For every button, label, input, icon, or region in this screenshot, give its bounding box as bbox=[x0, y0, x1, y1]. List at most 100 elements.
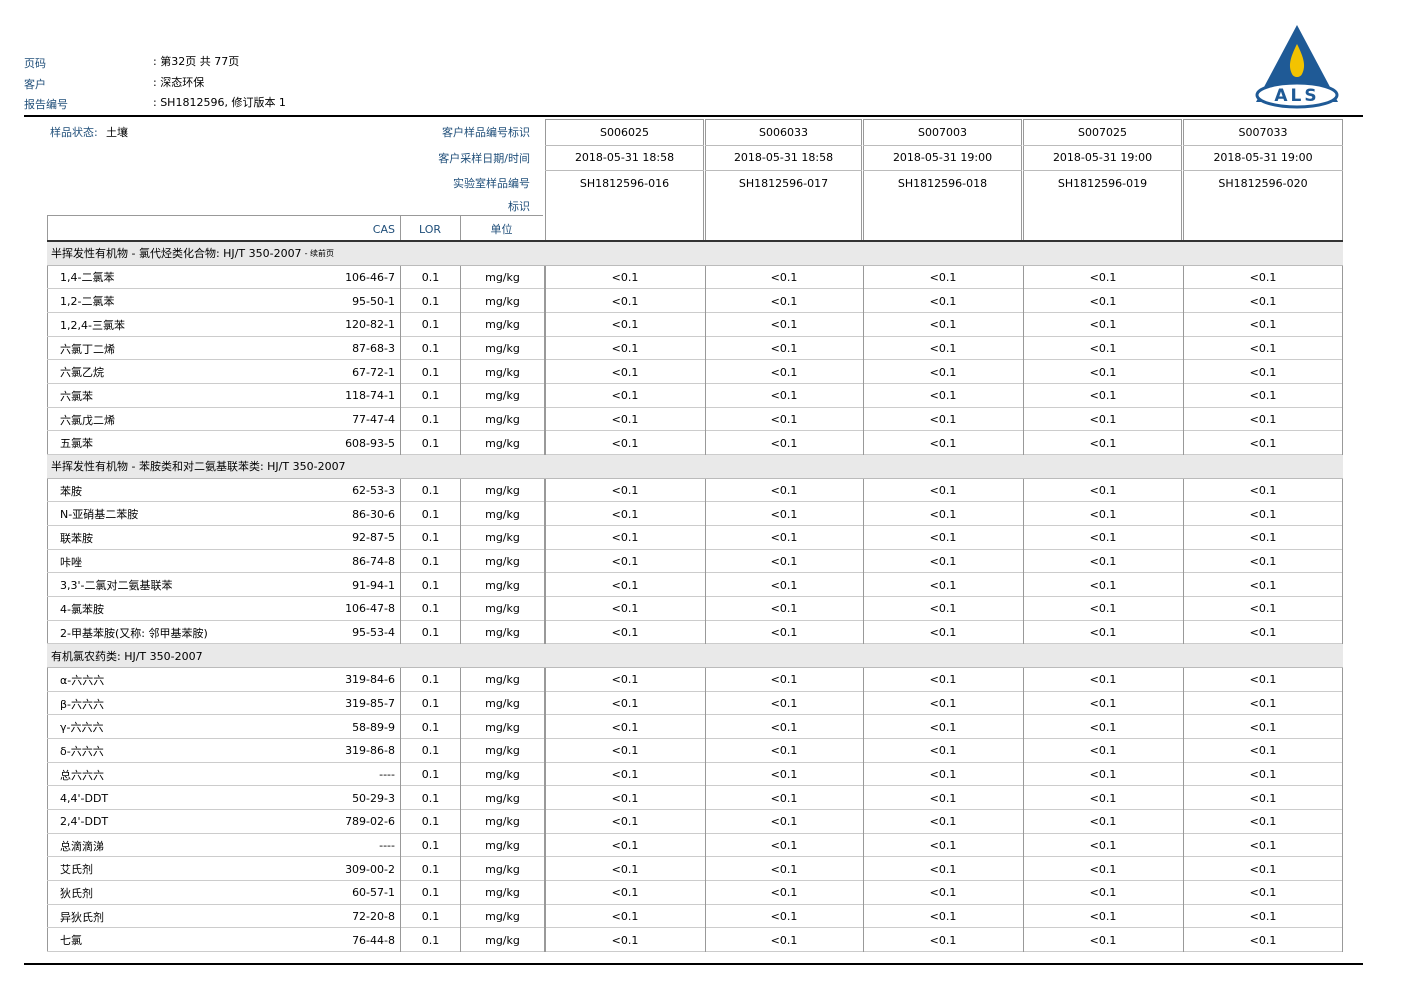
analyte-name: 异狄氏剂 bbox=[60, 910, 104, 924]
result: <0.1 bbox=[1023, 289, 1182, 313]
row-line bbox=[47, 834, 1343, 858]
lor: 0.1 bbox=[400, 739, 460, 763]
lor: 0.1 bbox=[400, 336, 460, 361]
lor: 0.1 bbox=[400, 762, 460, 787]
result: <0.1 bbox=[1023, 739, 1182, 763]
row-line bbox=[47, 739, 1343, 763]
cas-number: 309-00-2 bbox=[345, 862, 395, 876]
sample-id: S006025 bbox=[600, 125, 649, 139]
result: <0.1 bbox=[545, 289, 704, 313]
result: <0.1 bbox=[705, 289, 862, 313]
lor: 0.1 bbox=[400, 526, 460, 550]
result: <0.1 bbox=[1023, 407, 1182, 432]
lor: 0.1 bbox=[400, 833, 460, 858]
sample-lab-id: SH1812596-020 bbox=[1218, 176, 1308, 190]
result: <0.1 bbox=[863, 265, 1022, 290]
rule bbox=[705, 170, 862, 171]
rule bbox=[47, 240, 1343, 242]
sample-date: 2018-05-31 18:58 bbox=[733, 150, 834, 164]
lor: 0.1 bbox=[400, 597, 460, 621]
result: <0.1 bbox=[863, 810, 1022, 834]
result: <0.1 bbox=[705, 502, 862, 527]
row-line bbox=[47, 431, 1343, 456]
row-line bbox=[47, 881, 1343, 905]
result: <0.1 bbox=[1023, 313, 1182, 337]
result: <0.1 bbox=[545, 881, 704, 905]
result: <0.1 bbox=[705, 715, 862, 740]
result: <0.1 bbox=[545, 620, 704, 645]
result: <0.1 bbox=[545, 407, 704, 432]
lor: 0.1 bbox=[400, 502, 460, 527]
cas-number: 95-50-1 bbox=[352, 294, 395, 308]
result: <0.1 bbox=[705, 857, 862, 882]
result: <0.1 bbox=[863, 573, 1022, 598]
result: <0.1 bbox=[545, 715, 704, 740]
result: <0.1 bbox=[705, 810, 862, 834]
analyte-name: 六氯丁二烯 bbox=[60, 342, 115, 356]
result: <0.1 bbox=[863, 691, 1022, 716]
result: <0.1 bbox=[1183, 336, 1343, 361]
row-line bbox=[47, 668, 1343, 692]
result: <0.1 bbox=[545, 691, 704, 716]
result: <0.1 bbox=[863, 928, 1022, 953]
result: <0.1 bbox=[545, 313, 704, 337]
result: <0.1 bbox=[863, 407, 1022, 432]
result: <0.1 bbox=[1183, 881, 1343, 905]
row-line bbox=[47, 810, 1343, 834]
result: <0.1 bbox=[545, 739, 704, 763]
result: <0.1 bbox=[863, 431, 1022, 456]
result: <0.1 bbox=[545, 857, 704, 882]
section-note: - 续前页 bbox=[304, 248, 334, 258]
lor: 0.1 bbox=[400, 431, 460, 456]
result: <0.1 bbox=[545, 833, 704, 858]
unit: mg/kg bbox=[460, 881, 545, 905]
unit: mg/kg bbox=[460, 691, 545, 716]
result: <0.1 bbox=[863, 762, 1022, 787]
analyte-name: 六氯戊二烯 bbox=[60, 413, 115, 427]
row-line bbox=[47, 786, 1343, 811]
lor: 0.1 bbox=[400, 573, 460, 598]
result: <0.1 bbox=[1023, 668, 1182, 692]
result: <0.1 bbox=[1183, 384, 1343, 408]
sample-lab-id: SH1812596-019 bbox=[1057, 176, 1148, 190]
analyte-name: 总六六六 bbox=[60, 768, 104, 782]
result: <0.1 bbox=[1023, 502, 1182, 527]
result: <0.1 bbox=[1023, 620, 1182, 645]
header-value: : 第32页 共 77页 bbox=[153, 55, 240, 68]
sample-lab-id: SH1812596-018 bbox=[897, 176, 988, 190]
result: <0.1 bbox=[1023, 360, 1182, 384]
lor: 0.1 bbox=[400, 313, 460, 337]
unit: mg/kg bbox=[460, 810, 545, 834]
rule bbox=[47, 215, 48, 952]
result: <0.1 bbox=[1183, 762, 1343, 787]
cas-number: 120-82-1 bbox=[345, 318, 395, 332]
analyte-name: 1,4-二氯苯 bbox=[60, 271, 115, 285]
result: <0.1 bbox=[863, 904, 1022, 929]
result: <0.1 bbox=[1183, 904, 1343, 929]
rule bbox=[863, 170, 1022, 171]
unit: mg/kg bbox=[460, 833, 545, 858]
result: <0.1 bbox=[705, 833, 862, 858]
result: <0.1 bbox=[863, 384, 1022, 408]
cas-number: 319-84-6 bbox=[345, 673, 395, 687]
row-line bbox=[47, 573, 1343, 598]
unit: mg/kg bbox=[460, 715, 545, 740]
result: <0.1 bbox=[1183, 668, 1343, 692]
unit: mg/kg bbox=[460, 478, 545, 503]
sample-box bbox=[545, 119, 704, 240]
unit: mg/kg bbox=[460, 904, 545, 929]
cas-number: 789-02-6 bbox=[345, 815, 395, 829]
sample-id: S006033 bbox=[759, 125, 808, 139]
result: <0.1 bbox=[1023, 691, 1182, 716]
unit: mg/kg bbox=[460, 526, 545, 550]
result: <0.1 bbox=[1023, 810, 1182, 834]
row-line bbox=[47, 502, 1343, 527]
result: <0.1 bbox=[1023, 904, 1182, 929]
result: <0.1 bbox=[863, 336, 1022, 361]
result: <0.1 bbox=[545, 904, 704, 929]
cas-number: 106-47-8 bbox=[345, 602, 395, 616]
cas-number: 608-93-5 bbox=[345, 436, 395, 450]
sample-box bbox=[863, 119, 1022, 240]
result: <0.1 bbox=[545, 668, 704, 692]
